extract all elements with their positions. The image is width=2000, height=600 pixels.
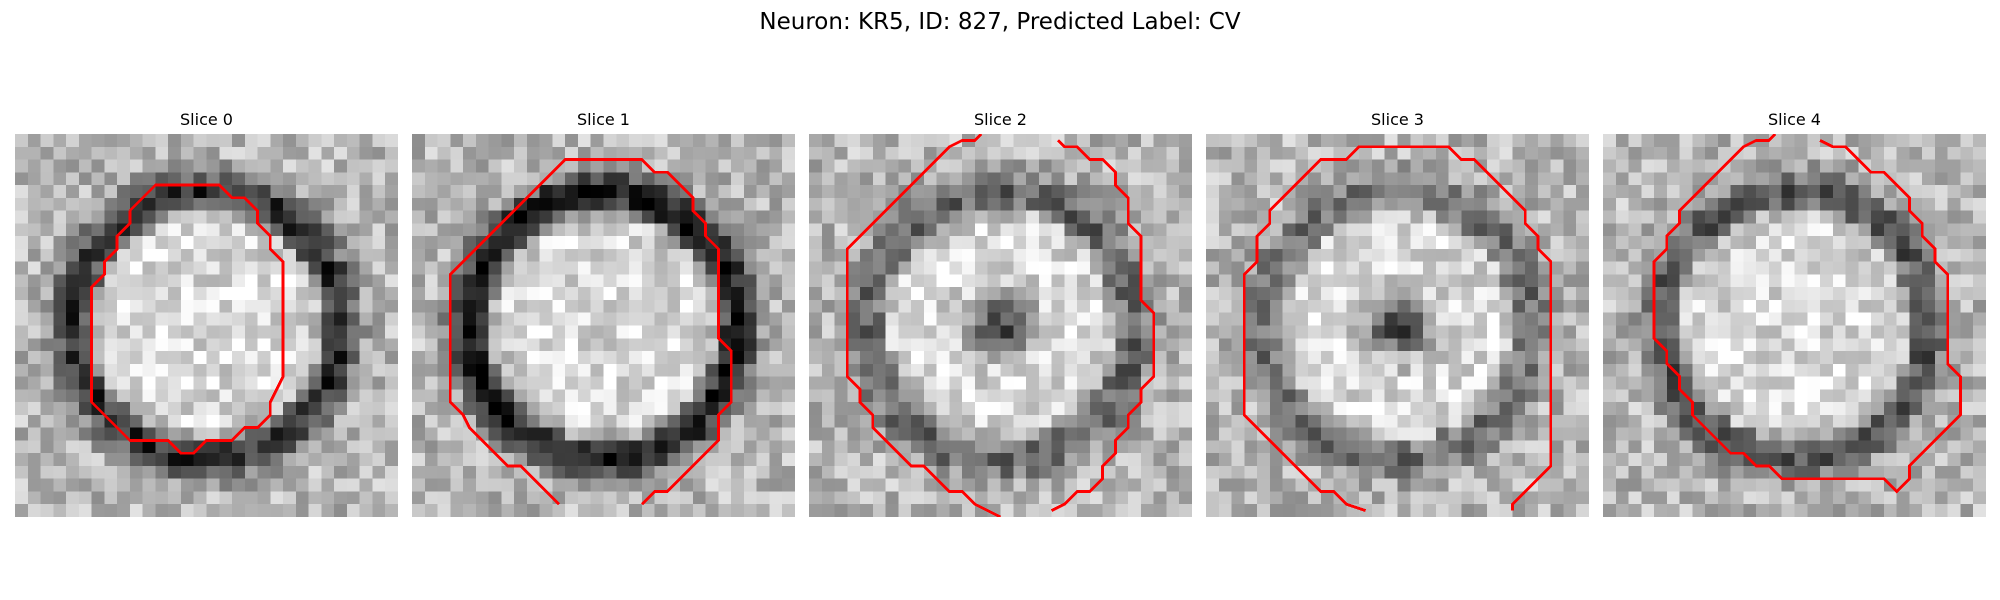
slice-image (1603, 134, 1986, 517)
contour-line (845, 134, 1002, 517)
slice-image (15, 134, 398, 517)
pixel-grid (1206, 134, 1589, 517)
contour-line (90, 183, 285, 455)
slice-image (1206, 134, 1589, 517)
slice-image (809, 134, 1192, 517)
pixel-grid (412, 134, 795, 517)
figure-title: Neuron: KR5, ID: 827, Predicted Label: C… (759, 9, 1241, 35)
slice-title: Slice 0 (180, 110, 233, 129)
slice-title: Slice 2 (974, 110, 1027, 129)
pixel-grid (1603, 134, 1986, 517)
slice-title: Slice 4 (1768, 110, 1821, 129)
slice-image (412, 134, 795, 517)
contour-line (1652, 134, 1962, 494)
slice-title: Slice 1 (577, 110, 630, 129)
pixel-grid (809, 134, 1192, 517)
slice-title: Slice 3 (1371, 110, 1424, 129)
contour-line (1050, 139, 1156, 512)
contour-line (1242, 145, 1553, 512)
contour-line (448, 158, 733, 506)
pixel-grid (15, 134, 398, 517)
